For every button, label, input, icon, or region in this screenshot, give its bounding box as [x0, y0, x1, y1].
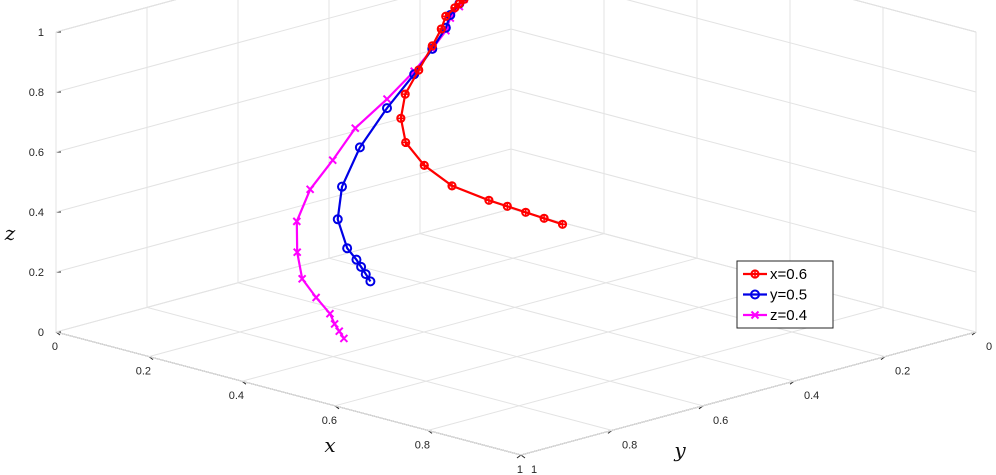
series-2	[292, 0, 469, 343]
data-point	[396, 113, 406, 123]
y-tick-label: 0	[986, 341, 992, 353]
data-point	[365, 276, 376, 287]
x-tick-label: 0	[52, 341, 58, 353]
data-point	[305, 185, 315, 194]
data-point	[297, 274, 307, 284]
legend-item: y=0.5	[743, 287, 807, 304]
y-tick-label: 0.6	[713, 415, 728, 427]
data-point	[351, 254, 362, 265]
grid-line	[520, 331, 977, 456]
x-tick-label: 0.8	[415, 439, 430, 451]
z-tick-label: 0.4	[29, 207, 44, 219]
data-point	[328, 156, 337, 165]
grid-line	[510, 148, 977, 273]
data-point	[427, 41, 437, 51]
data-point	[351, 123, 360, 133]
x-tick-label: 1	[517, 464, 523, 475]
data-point	[342, 243, 353, 254]
grid-line	[148, 233, 605, 358]
grid-line	[334, 282, 791, 407]
x-tick-label: 0.4	[229, 390, 244, 402]
data-point	[382, 94, 392, 104]
data-point	[557, 219, 568, 229]
series-line	[336, 0, 463, 282]
grid-line	[328, 257, 795, 382]
grid-line	[55, 28, 512, 153]
legend-label: x=0.6	[770, 266, 807, 283]
data-point	[311, 293, 321, 302]
data-point	[502, 201, 512, 211]
grid-line	[626, 0, 977, 93]
z-tick-label: 0.6	[29, 147, 44, 159]
x-tick-label: 0.2	[136, 366, 151, 378]
data-point	[354, 142, 365, 153]
series-1	[332, 0, 468, 287]
grid-line	[853, 0, 977, 33]
y-tick-label: 0.2	[895, 366, 910, 378]
legend-item: x=0.6	[743, 266, 807, 283]
grid-line	[55, 0, 399, 93]
data-point	[521, 207, 531, 217]
tick-labels: 0 0.2 0.4 0.6 0.8 1 0 0.2 0.4 0.6 0.8 1 0 0.2 0.4 0.6 0.…	[29, 27, 992, 475]
grid-line	[419, 233, 886, 358]
z-tick-label: 0.2	[29, 267, 44, 279]
grid-line	[237, 282, 704, 407]
data-point	[382, 103, 392, 114]
data-point	[484, 195, 494, 205]
data-point	[292, 217, 302, 226]
grid-line	[510, 28, 977, 153]
data-point	[360, 269, 371, 280]
data-point	[459, 0, 469, 4]
data-point	[356, 261, 367, 272]
grid-line	[55, 148, 512, 273]
data-point	[335, 326, 344, 336]
y-axis-label: y	[673, 438, 686, 462]
legend-marker	[750, 289, 760, 300]
data-point	[419, 160, 429, 170]
z-tick-label: 1	[38, 27, 44, 39]
legend-marker	[750, 269, 760, 279]
data-point	[414, 65, 424, 75]
data-point	[400, 89, 410, 99]
data-point	[337, 181, 347, 192]
box-edge	[853, 0, 977, 33]
legend-label: y=0.5	[770, 287, 807, 304]
grid-line	[55, 88, 512, 213]
grid-line	[55, 208, 512, 333]
grid-line	[510, 88, 977, 213]
y-tick-label: 1	[531, 464, 537, 475]
grid-line	[241, 257, 698, 382]
legend: x=0.6 y=0.5 z=0.4	[736, 260, 834, 329]
x-axis-label: x	[324, 433, 335, 457]
data-point	[447, 181, 457, 191]
y-tick-label: 0.8	[622, 439, 637, 451]
z-tick-label: 0.8	[29, 87, 44, 99]
data-point	[441, 11, 451, 21]
legend-marker	[750, 310, 760, 320]
data-point	[539, 213, 549, 223]
axis-box	[55, 0, 977, 459]
z-tick-label: 0	[38, 327, 44, 339]
grid-line	[55, 331, 522, 456]
legend-item: z=0.4	[743, 307, 807, 324]
y-tick-label: 0.4	[804, 390, 819, 402]
data-point	[401, 137, 411, 148]
series-0	[396, 0, 568, 229]
data-point	[332, 214, 343, 225]
legend-label: z=0.4	[770, 307, 807, 324]
data-point	[325, 309, 335, 318]
data-point	[330, 319, 339, 329]
series-layer	[292, 0, 568, 343]
grid-line	[146, 306, 613, 431]
grid-lines	[55, 0, 977, 456]
data-point	[436, 24, 446, 34]
data-point	[339, 334, 349, 343]
x-tick-label: 0.6	[322, 415, 337, 427]
z-axis-label: z	[4, 221, 16, 245]
x-tick-mark	[520, 454, 526, 459]
grid-line	[55, 0, 177, 33]
data-point	[292, 247, 302, 257]
y-tick-mark	[516, 454, 522, 459]
